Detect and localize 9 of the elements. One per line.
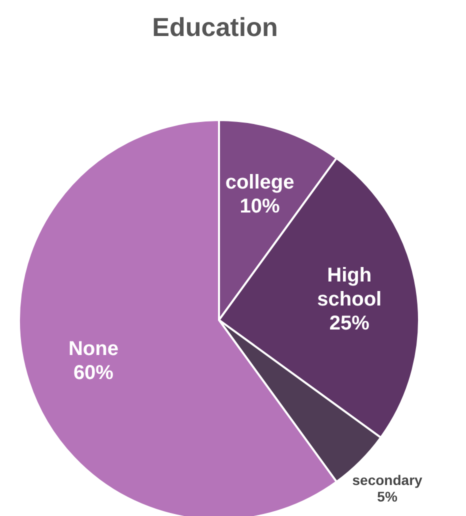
slice-label: college — [225, 171, 294, 194]
slice-label: None — [68, 338, 118, 360]
data-label: 10% — [240, 195, 280, 218]
slice-label: secondary — [352, 472, 423, 488]
data-label: 5% — [377, 488, 398, 505]
chart-title: Education — [151, 12, 279, 43]
data-label: 60% — [73, 362, 114, 384]
data-label: 25% — [329, 312, 370, 334]
slice-label: High school — [317, 264, 382, 310]
